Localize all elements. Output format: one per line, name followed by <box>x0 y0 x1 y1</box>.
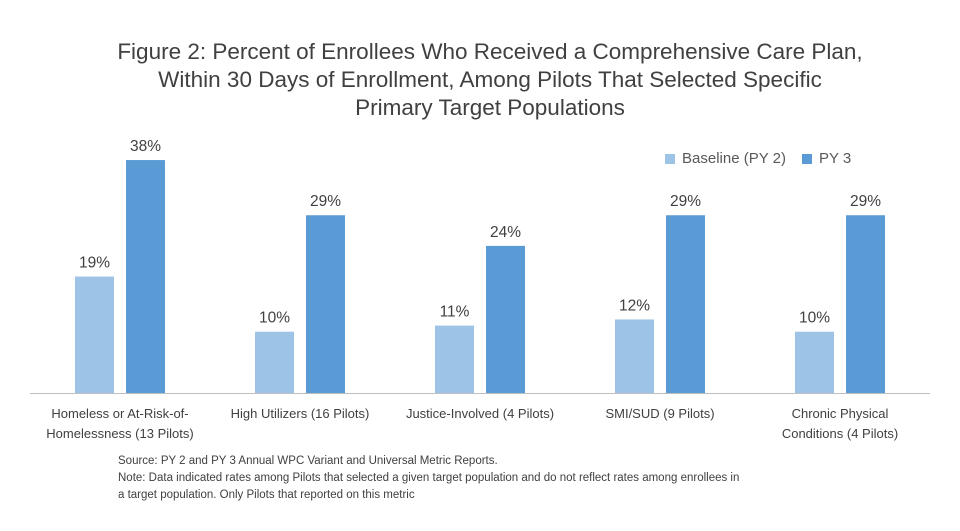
data-label-py3-0: 38% <box>130 138 161 155</box>
legend-label-py3: PY 3 <box>818 150 852 167</box>
category-label-3-line-0: SMI/SUD (9 Pilots) <box>605 406 714 421</box>
data-label-baseline-0: 19% <box>79 255 110 272</box>
bar-py3-4 <box>846 215 885 393</box>
legend-swatch-py3 <box>801 153 812 164</box>
chart-legend: Baseline (PY 2) PY 3 <box>665 150 859 167</box>
data-label-baseline-4: 10% <box>799 310 830 327</box>
chart-notes: Source: PY 2 and PY 3 Annual WPC Variant… <box>118 453 878 504</box>
legend-item-py3: PY 3 <box>801 150 852 167</box>
data-label-baseline-1: 10% <box>259 310 290 327</box>
bar-baseline-4 <box>795 331 834 393</box>
chart-title-line-3: Primary Target Populations <box>355 95 625 120</box>
data-label-py3-4: 29% <box>850 193 881 210</box>
category-label-0-line-1: Homelessness (13 Pilots) <box>46 426 193 441</box>
source-note: Source: PY 2 and PY 3 Annual WPC Variant… <box>118 455 498 467</box>
legend-label-baseline: Baseline (PY 2) <box>682 150 786 167</box>
data-label-py3-3: 29% <box>670 193 701 210</box>
category-label-0-line-0: Homeless or At-Risk-of- <box>51 406 188 421</box>
category-label-1-line-0: High Utilizers (16 Pilots) <box>231 406 370 421</box>
bar-py3-0 <box>126 160 165 393</box>
note-line-1: Note: Data indicated rates among Pilots … <box>118 472 740 484</box>
category-label-4-line-1: Conditions (4 Pilots) <box>782 426 898 441</box>
legend-swatch-baseline <box>665 153 675 164</box>
category-label-4-line-0: Chronic Physical <box>792 406 889 421</box>
bar-baseline-0 <box>75 276 114 393</box>
bar-py3-1 <box>306 215 345 393</box>
chart-title-line-1: Figure 2: Percent of Enrollees Who Recei… <box>117 39 863 64</box>
bar-py3-3 <box>666 215 705 393</box>
data-label-py3-2: 24% <box>490 224 521 241</box>
chart-title-line-2: Within 30 Days of Enrollment, Among Pilo… <box>158 67 822 92</box>
bar-baseline-3 <box>615 319 654 393</box>
bar-baseline-2 <box>435 325 474 393</box>
data-label-py3-1: 29% <box>310 193 341 210</box>
note-line-2: a target population. Only Pilots that re… <box>118 489 415 501</box>
bar-baseline-1 <box>255 331 294 393</box>
legend-item-baseline: Baseline (PY 2) <box>665 150 786 167</box>
chart-title: Figure 2: Percent of Enrollees Who Recei… <box>40 38 940 122</box>
data-label-baseline-2: 11% <box>440 304 470 321</box>
data-label-baseline-3: 12% <box>619 297 650 314</box>
category-label-2-line-0: Justice-Involved (4 Pilots) <box>406 406 554 421</box>
bar-py3-2 <box>486 245 525 393</box>
